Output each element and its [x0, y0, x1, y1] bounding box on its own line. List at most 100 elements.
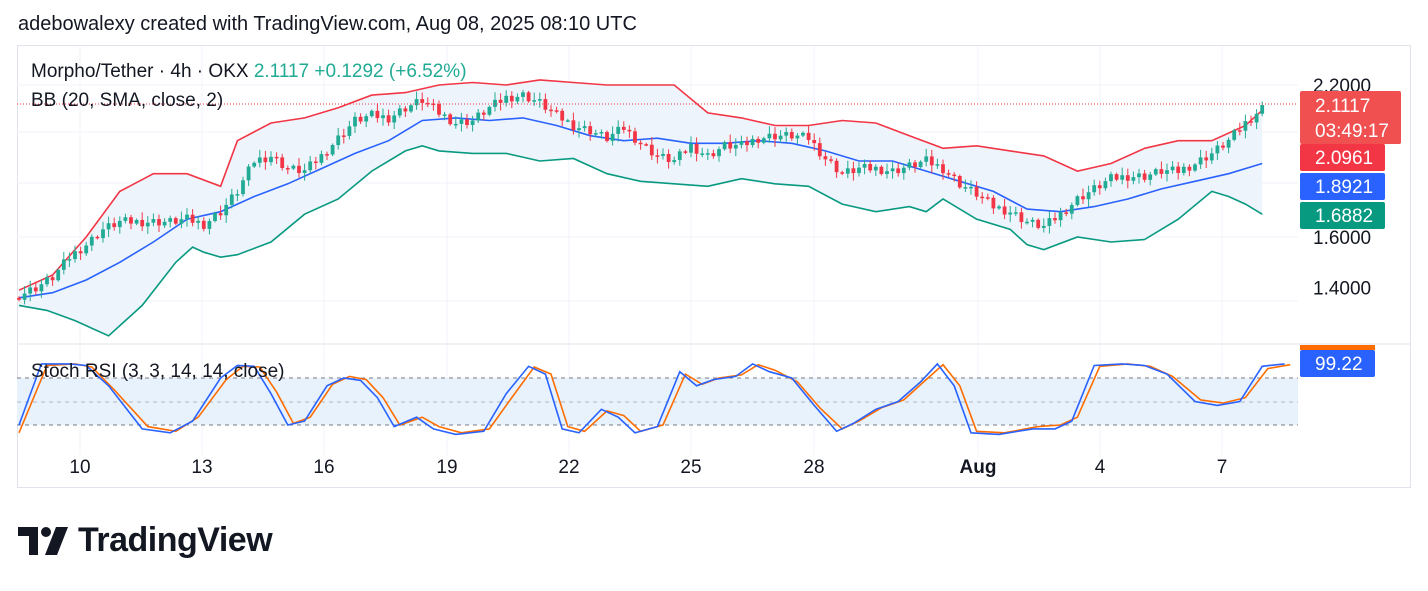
candle-body	[1260, 105, 1265, 114]
candle-body	[207, 221, 212, 229]
candle-body	[498, 99, 503, 103]
candle-body	[140, 219, 145, 227]
candle-body	[78, 251, 83, 254]
candle-body	[481, 112, 486, 115]
candle-body	[213, 213, 217, 222]
candle-body	[375, 110, 380, 119]
candle-body	[582, 126, 587, 129]
candle-body	[627, 129, 632, 132]
candle-body	[145, 222, 150, 227]
last-price: 2.1117	[253, 61, 310, 82]
candle-body	[812, 140, 817, 144]
candle-body	[1041, 225, 1046, 228]
y-tick-label: 1.6000	[1313, 228, 1371, 249]
candle-body	[806, 132, 811, 141]
candle-body	[963, 187, 968, 189]
candle-body	[1237, 130, 1242, 132]
bb-basis-label-bg	[1300, 173, 1385, 200]
candle-body	[560, 110, 565, 121]
candle-body	[761, 138, 766, 143]
candle-body	[588, 126, 593, 135]
candle-body	[274, 156, 279, 159]
candle-body	[392, 115, 397, 123]
candle-body	[767, 133, 772, 139]
candle-body	[532, 100, 537, 102]
candle-body	[403, 108, 408, 112]
candle-body	[941, 164, 945, 174]
candle-body	[308, 161, 313, 171]
candle-body	[1013, 212, 1018, 214]
candle-body	[795, 135, 800, 139]
candle-body	[728, 142, 733, 149]
candle-body	[22, 293, 27, 300]
candle-body	[1008, 212, 1013, 215]
candle-body	[913, 162, 917, 168]
candle-body	[717, 149, 721, 157]
candle-body	[67, 259, 72, 261]
candle-body	[1198, 157, 1203, 165]
candle-body	[980, 196, 985, 199]
candle-body	[946, 173, 951, 175]
candle-body	[952, 174, 957, 177]
stoch-legend[interactable]: Stoch RSI (3, 3, 14, 14, close)	[31, 361, 285, 382]
candle-body	[829, 159, 833, 161]
candle-body	[997, 206, 1001, 209]
candle-body	[857, 167, 861, 174]
candle-body	[700, 153, 705, 155]
candle-body	[985, 197, 990, 199]
candle-body	[285, 168, 290, 170]
candle-body	[1030, 219, 1035, 222]
candle-body	[504, 95, 509, 103]
candle-body	[593, 133, 598, 135]
candle-body	[252, 162, 257, 167]
x-tick-label: 28	[803, 457, 824, 478]
candle-body	[969, 186, 973, 189]
candle-body	[257, 157, 262, 163]
candle-body	[409, 105, 413, 112]
stoch-label: 99.22	[1315, 354, 1363, 375]
candle-body	[638, 142, 643, 145]
candle-body	[890, 168, 895, 172]
candle-body	[1002, 206, 1007, 215]
candle-body	[302, 170, 307, 174]
candle-body	[778, 135, 783, 140]
candle-body	[33, 287, 38, 292]
candle-body	[515, 96, 520, 102]
price-label-bg	[1300, 91, 1401, 144]
candle-body	[957, 175, 962, 188]
candle-body	[784, 132, 789, 136]
candle-body	[246, 166, 251, 181]
candle-body	[918, 161, 923, 168]
x-tick-label: 13	[191, 457, 212, 478]
candle-body	[129, 217, 133, 224]
candle-body	[750, 138, 755, 146]
candle-body	[185, 214, 189, 220]
candle-body	[134, 219, 139, 224]
candle-body	[319, 154, 324, 163]
bb-legend[interactable]: BB (20, SMA, close, 2)	[31, 90, 224, 111]
candle-body	[924, 156, 929, 162]
candle-body	[733, 144, 738, 149]
candle-body	[1243, 121, 1248, 131]
candle-body	[218, 213, 223, 216]
bb-lower-label: 1.6882	[1315, 206, 1373, 227]
candle-body	[1249, 121, 1253, 123]
candle-body	[661, 153, 665, 156]
candle-body	[694, 143, 699, 154]
candle-body	[269, 156, 273, 163]
candle-body	[683, 151, 688, 153]
candle-body	[117, 220, 122, 228]
candle-body	[263, 157, 268, 163]
candle-body	[1086, 192, 1091, 200]
candle-body	[1165, 170, 1169, 174]
symbol-legend[interactable]: Morpho/Tether · 4h · OKX 2.1117 +0.1292 …	[31, 61, 467, 83]
candle-body	[879, 166, 884, 174]
tradingview-logo[interactable]: TradingView	[18, 521, 273, 560]
price-change: +0.1292 (+6.52%)	[314, 61, 467, 82]
candle-body	[862, 164, 867, 168]
candle-body	[901, 167, 906, 174]
chart-panel[interactable]	[17, 45, 1411, 488]
candle-body	[666, 153, 671, 163]
candle-body	[1081, 196, 1085, 200]
